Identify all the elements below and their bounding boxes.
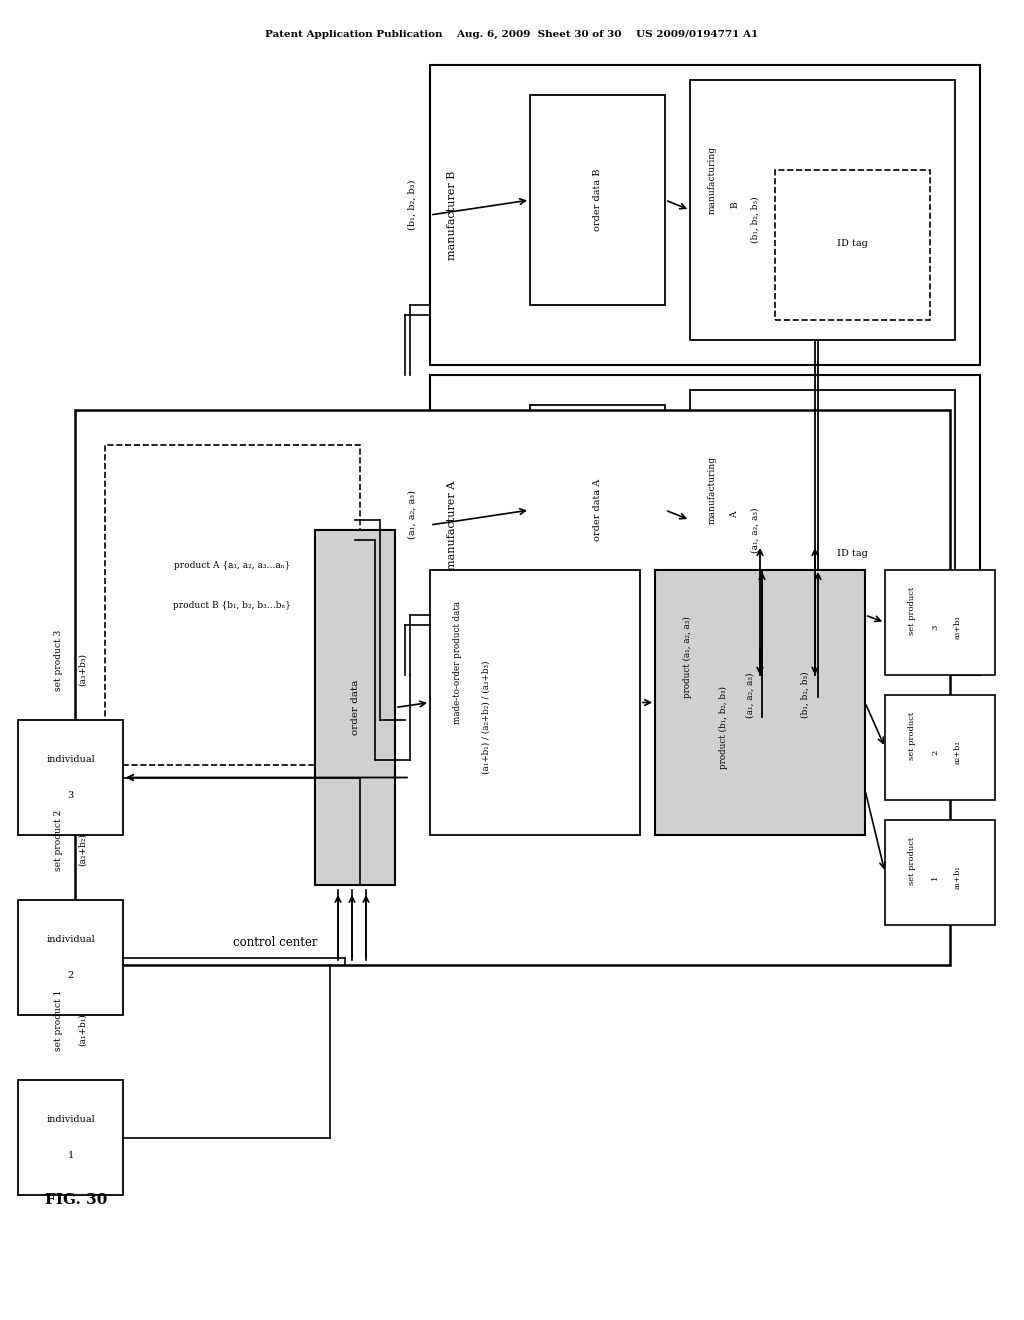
Text: manufacturer B: manufacturer B xyxy=(447,170,457,260)
Bar xyxy=(885,696,995,800)
Text: 1: 1 xyxy=(68,1151,74,1160)
Text: product B {b₁, b₂, b₃…bₙ}: product B {b₁, b₂, b₃…bₙ} xyxy=(173,601,291,610)
Bar xyxy=(430,375,980,675)
Text: FIG. 30: FIG. 30 xyxy=(45,1193,108,1206)
Text: set product: set product xyxy=(908,586,916,635)
Text: (a₁, a₂, a₃): (a₁, a₂, a₃) xyxy=(751,507,760,553)
Bar xyxy=(775,170,930,319)
Text: 2: 2 xyxy=(68,972,74,979)
Bar xyxy=(885,570,995,675)
Text: (b₁, b₂, b₃): (b₁, b₂, b₃) xyxy=(408,180,417,230)
Bar xyxy=(885,820,995,925)
Text: Patent Application Publication    Aug. 6, 2009  Sheet 30 of 30    US 2009/019477: Patent Application Publication Aug. 6, 2… xyxy=(265,30,759,40)
Bar xyxy=(18,1080,123,1195)
Bar xyxy=(18,900,123,1015)
Bar xyxy=(75,411,950,965)
Text: order data B: order data B xyxy=(593,169,602,231)
Text: 2: 2 xyxy=(931,750,939,755)
Text: A: A xyxy=(730,512,739,519)
Bar xyxy=(315,531,395,884)
Bar xyxy=(690,81,955,341)
Text: 3: 3 xyxy=(931,624,939,630)
Text: manufacturing: manufacturing xyxy=(708,455,717,524)
Text: (a₂+b₂): (a₂+b₂) xyxy=(78,833,87,866)
Text: 3: 3 xyxy=(68,791,74,800)
Text: a₃+b₃: a₃+b₃ xyxy=(954,615,962,639)
Text: (a₃+b₃): (a₃+b₃) xyxy=(78,653,87,686)
Bar xyxy=(105,445,360,766)
Text: B: B xyxy=(730,202,739,209)
Text: product (b₁, b₂, b₃): product (b₁, b₂, b₃) xyxy=(719,686,728,770)
Bar xyxy=(430,65,980,366)
Text: ID tag: ID tag xyxy=(837,239,867,248)
Bar xyxy=(530,95,665,305)
Text: set product 2: set product 2 xyxy=(54,809,63,871)
Text: (a₁+b₁): (a₁+b₁) xyxy=(78,1014,87,1047)
Text: product A {a₁, a₂, a₃…aₙ}: product A {a₁, a₂, a₃…aₙ} xyxy=(174,561,290,569)
Bar xyxy=(690,389,955,649)
Bar xyxy=(430,570,640,836)
Bar xyxy=(18,719,123,836)
Text: set product 3: set product 3 xyxy=(54,630,63,690)
Text: set product: set product xyxy=(908,837,916,884)
Text: product (a₁, a₂, a₃): product (a₁, a₂, a₃) xyxy=(682,616,691,698)
Text: control center: control center xyxy=(232,936,317,949)
Text: 1: 1 xyxy=(931,875,939,880)
Text: (b₁, b₂, b₃): (b₁, b₂, b₃) xyxy=(801,672,810,718)
Text: individual: individual xyxy=(46,1115,95,1125)
Text: order data: order data xyxy=(350,680,359,735)
Text: (a₁+b₁) / (a₂+b₂) / (a₃+b₃): (a₁+b₁) / (a₂+b₂) / (a₃+b₃) xyxy=(481,661,490,775)
Text: (a₁, a₂, a₃): (a₁, a₂, a₃) xyxy=(745,672,755,718)
Text: made-to-order product data: made-to-order product data xyxy=(453,601,462,725)
Text: manufacturer A: manufacturer A xyxy=(447,480,457,570)
Text: a₂+b₂: a₂+b₂ xyxy=(954,741,962,764)
Text: (a₁, a₂, a₃): (a₁, a₂, a₃) xyxy=(408,491,417,540)
Text: ID tag: ID tag xyxy=(837,549,867,557)
Text: individual: individual xyxy=(46,755,95,764)
Bar xyxy=(530,405,665,615)
Text: a₁+b₁: a₁+b₁ xyxy=(954,866,962,890)
Bar xyxy=(655,570,865,836)
Text: manufacturing: manufacturing xyxy=(708,147,717,214)
Text: (b₁, b₂, b₃): (b₁, b₂, b₃) xyxy=(751,197,760,243)
Text: set product 1: set product 1 xyxy=(54,989,63,1051)
Text: order data A: order data A xyxy=(593,479,602,541)
Text: set product: set product xyxy=(908,711,916,759)
Bar xyxy=(775,480,930,630)
Text: individual: individual xyxy=(46,935,95,944)
